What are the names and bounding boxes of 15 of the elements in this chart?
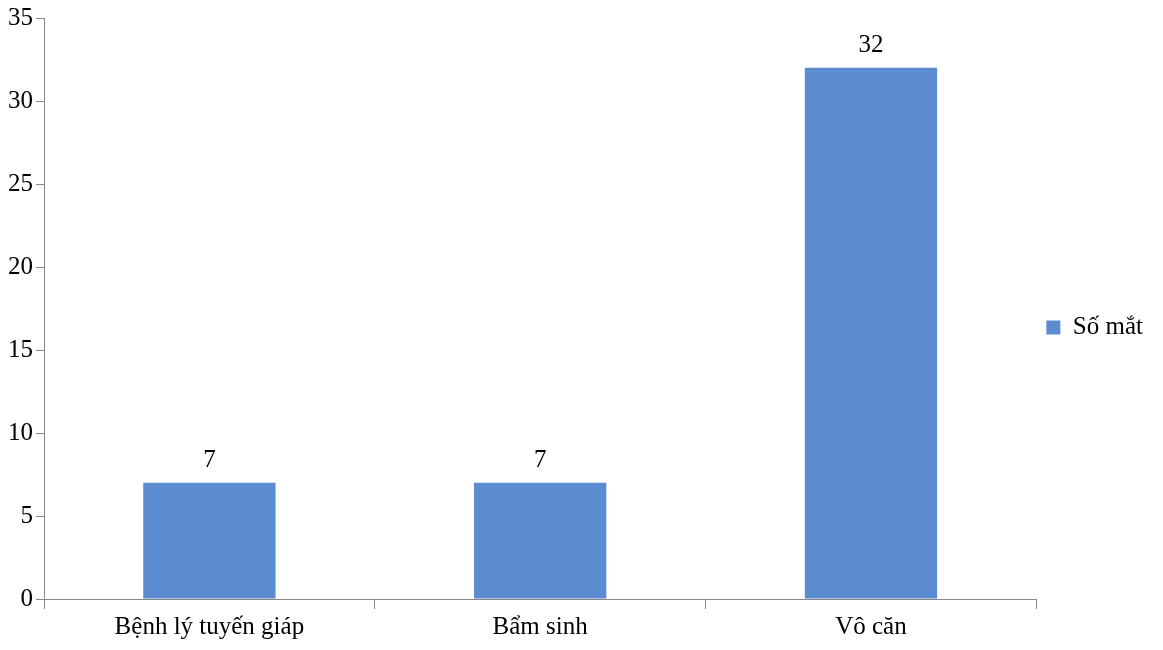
data-label: 7 <box>203 444 216 472</box>
data-label: 7 <box>533 444 547 472</box>
y-tick-label: 10 <box>8 417 33 445</box>
legend-label: Số mắt <box>1072 312 1144 340</box>
y-tick-label: 35 <box>8 2 33 30</box>
data-label: 32 <box>858 29 884 57</box>
y-tick-label: 25 <box>8 168 33 196</box>
y-tick-label: 20 <box>8 251 33 279</box>
y-tick-label: 0 <box>20 583 33 611</box>
x-tick-label: Bệnh lý tuyến giáp <box>114 611 305 639</box>
y-tick-label: 5 <box>20 500 33 528</box>
x-tick-label: Bẩm sinh <box>492 611 589 639</box>
x-tick-label: Vô căn <box>835 611 908 639</box>
y-tick-label: 15 <box>8 334 33 362</box>
y-tick-label: 30 <box>8 85 33 113</box>
